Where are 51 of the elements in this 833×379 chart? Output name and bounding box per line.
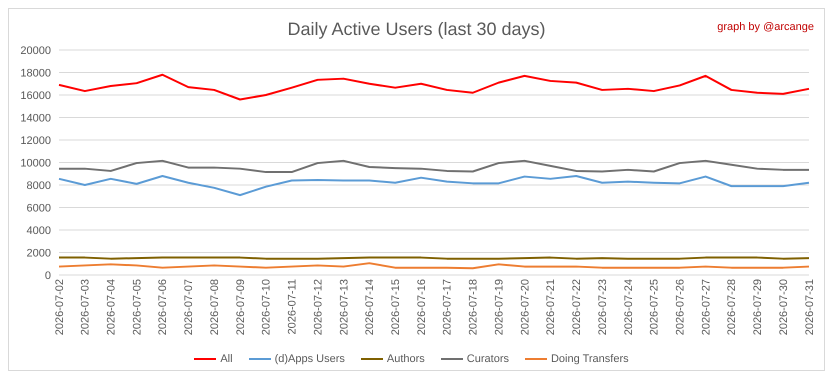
y-tick-label: 20000: [20, 44, 51, 57]
y-tick-label: 8000: [26, 180, 51, 192]
text: graph by @arcange: [717, 21, 814, 33]
y-tick-label: 6000: [26, 202, 51, 214]
x-tick-label: 2026-07-09: [234, 279, 247, 336]
chart-title: Daily Active Users (last 30 days): [287, 19, 546, 39]
legend-label: Authors: [386, 353, 425, 365]
x-tick-label: 2026-07-28: [726, 279, 738, 336]
legend-label: All: [219, 353, 233, 365]
x-tick-label: 2026-07-06: [157, 279, 170, 336]
x-tick-label: 2026-07-05: [131, 279, 144, 336]
line-series: [58, 160, 810, 174]
x-tick-label: 2026-07-12: [312, 279, 324, 336]
x-tick-label: 2026-07-15: [390, 279, 402, 336]
x-tick-label: 2026-07-23: [596, 279, 609, 336]
x-tick-label: 2026-07-26: [674, 279, 686, 336]
legend-label: Curators: [466, 353, 509, 365]
x-tick-label: 2026-07-17: [442, 279, 454, 336]
x-tick-label: 2026-07-16: [416, 279, 428, 336]
x-tick-label: 2026-07-11: [286, 279, 299, 334]
y-tick-label: 16000: [20, 90, 51, 102]
x-tick-label: 2026-07-08: [208, 279, 221, 336]
x-tick-label: 2026-07-04: [106, 279, 118, 336]
x-tick-label: 2026-07-18: [468, 279, 480, 336]
x-tick-label: 2026-07-20: [519, 279, 532, 336]
x-tick-label: 2026-07-21: [545, 279, 558, 336]
x-tick-label: 2026-07-30: [778, 279, 790, 336]
x-tick-label: 2026-07-24: [622, 279, 635, 336]
x-tick-label: 2026-07-02: [54, 279, 66, 336]
y-tick-label: 12000: [20, 134, 51, 147]
x-tick-label: 2026-07-25: [648, 279, 661, 336]
x-tick-label: 2026-07-13: [338, 279, 350, 336]
x-tick-label: 2026-07-29: [752, 279, 764, 336]
legend-label: Doing Transfers: [550, 353, 629, 365]
x-tick-label: 2026-07-27: [700, 279, 712, 336]
x-tick-label: 2026-07-31: [804, 279, 816, 336]
y-tick-label: 0: [44, 270, 51, 282]
line-series: [58, 74, 810, 100]
y-tick-label: 14000: [20, 112, 51, 124]
line-series: [58, 175, 810, 196]
x-tick-label: 2026-07-03: [80, 279, 92, 336]
y-tick-label: 4000: [26, 224, 51, 237]
y-tick-label: 10000: [20, 157, 51, 170]
x-tick-label: 2026-07-07: [183, 279, 196, 336]
legend-label: (d)Apps Users: [274, 353, 345, 365]
x-tick-label: 2026-07-10: [260, 279, 273, 336]
y-tick-label: 2000: [26, 247, 51, 260]
x-tick-label: 2026-07-14: [364, 279, 376, 336]
y-tick-label: 18000: [20, 67, 51, 80]
x-tick-label: 2026-07-19: [493, 279, 506, 336]
x-tick-label: 2026-07-22: [571, 279, 584, 336]
